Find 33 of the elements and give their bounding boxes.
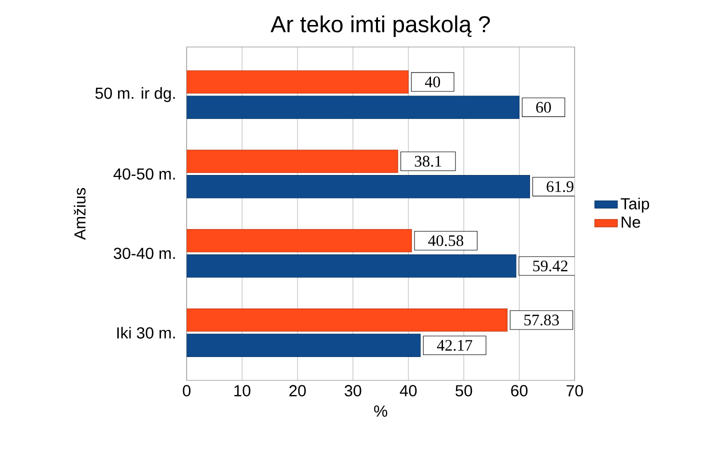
bar [186,229,412,252]
data-label: 38.1 [414,156,442,167]
x-tick-label: 20 [289,385,306,396]
data-label: 40 [424,76,440,88]
bar [186,150,398,173]
x-tick-label: 0 [182,385,190,396]
bar [186,96,520,119]
data-label: 59.42 [533,260,568,272]
bar [186,254,516,278]
y-tick-label: 30-40 m. [114,248,175,260]
data-label: 40.58 [428,235,464,246]
x-tick-label: 10 [234,385,250,396]
data-label: 42.17 [436,340,472,351]
chart-title: Ar teko imti paskolą ? [270,15,490,37]
bar [186,70,409,94]
x-tick-label: 60 [511,385,528,396]
y-tick-label: 40-50 m. [114,168,175,180]
y-axis-title: Amžius [74,188,86,240]
x-tick-label: 30 [344,385,362,396]
bar [186,334,421,357]
y-tick-label: Iki 30 m. [117,326,175,339]
x-tick-label: 50 [456,385,472,396]
x-tick-label: 40 [400,385,417,396]
legend-label: Taip [620,198,650,213]
data-label: 57.83 [524,314,559,326]
data-label: 60 [536,102,551,113]
data-label: 61.9 [546,181,574,192]
legend-label: Ne [622,216,640,228]
bar [186,175,530,198]
y-tick-label: 50 m. ir dg. [95,87,175,102]
x-axis-title: % [374,406,388,417]
x-tick-label: 70 [566,385,583,396]
bar [186,308,508,332]
